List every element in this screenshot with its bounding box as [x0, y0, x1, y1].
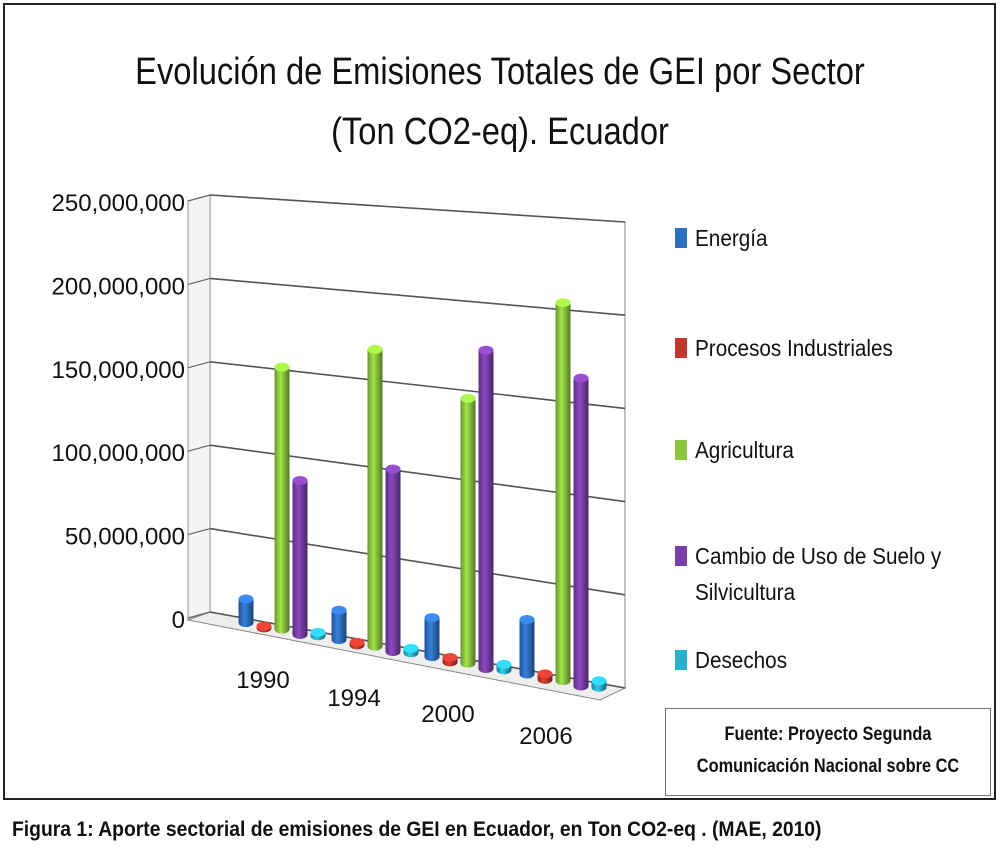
source-line1: Fuente: Proyecto Segunda	[724, 724, 932, 745]
bar-top	[537, 669, 553, 679]
bar-top	[573, 373, 589, 383]
bar-cambio-de-uso-de-suelo-y-silvicultura-2006	[573, 373, 589, 691]
legend-item: Cambio de Uso de Suelo y Silvicultura	[675, 538, 985, 610]
bar-procesos-industriales-2000	[442, 652, 458, 667]
bar-top	[555, 298, 571, 308]
bar-body	[573, 378, 589, 691]
legend-item: Procesos Industriales	[675, 330, 985, 366]
bar-agricultura-2000	[460, 393, 476, 668]
bar-cambio-de-uso-de-suelo-y-silvicultura-1994	[385, 464, 401, 657]
bar-top	[403, 643, 419, 653]
bar-agricultura-1990	[274, 362, 290, 634]
bar-energ-a-2006	[519, 615, 535, 679]
bar-top	[310, 627, 326, 637]
bar-desechos-2006	[591, 676, 607, 692]
gridline	[209, 194, 626, 223]
y-tick-label: 200,000,000	[52, 273, 185, 300]
bar-body	[555, 302, 571, 686]
legend-label: Cambio de Uso de Suelo y Silvicultura	[695, 543, 942, 605]
source-note: Fuente: Proyecto Segunda Comunicación Na…	[665, 708, 991, 796]
bar-energ-a-1994	[331, 605, 347, 645]
legend-label: Agricultura	[695, 437, 794, 463]
y-tick-label: 250,000,000	[52, 190, 185, 217]
legend-item: Desechos	[675, 642, 985, 678]
bar-energ-a-1990	[238, 594, 254, 628]
y-tick-label: 0	[172, 607, 185, 634]
bar-energ-a-2000	[424, 613, 440, 662]
bar-body	[460, 398, 476, 668]
figure-caption: Figura 1: Aporte sectorial de emisiones …	[12, 818, 822, 841]
gridline-side	[187, 194, 211, 202]
legend-item: Agricultura	[675, 432, 985, 468]
x-tick-label: 2000	[421, 701, 474, 728]
x-tick-label: 1994	[327, 685, 380, 712]
bar-procesos-industriales-1994	[349, 637, 365, 650]
y-tick-label: 100,000,000	[52, 440, 185, 467]
bar-top	[274, 362, 290, 372]
bar-body	[367, 349, 383, 651]
legend-swatch	[675, 650, 687, 670]
bar-top	[460, 393, 476, 403]
bar-top	[442, 652, 458, 662]
bar-agricultura-2006	[555, 298, 571, 686]
bar-body	[292, 480, 308, 639]
gridline-side	[187, 444, 211, 452]
legend-swatch	[675, 440, 687, 460]
bar-body	[274, 367, 290, 634]
gridline-side	[187, 277, 211, 285]
bar-body	[385, 469, 401, 657]
legend-label: Desechos	[695, 647, 788, 673]
legend-label: Energía	[695, 225, 768, 251]
gridline-side	[187, 361, 211, 369]
bar-cambio-de-uso-de-suelo-y-silvicultura-1990	[292, 476, 308, 639]
bar-top	[292, 476, 308, 486]
bar-desechos-2000	[496, 659, 512, 675]
bar-body	[331, 610, 347, 645]
x-tick-label: 1990	[236, 667, 289, 694]
bar-top	[478, 345, 494, 355]
bar-top	[331, 605, 347, 615]
x-tick-label: 2006	[519, 723, 572, 750]
chart-title: Evolución de Emisiones Totales de GEI po…	[70, 42, 930, 162]
bar-top	[256, 621, 272, 631]
bar-top	[519, 615, 535, 625]
chart-title-line1: Evolución de Emisiones Totales de GEI po…	[135, 51, 865, 93]
gridline-side	[187, 528, 211, 536]
bar-procesos-industriales-2006	[537, 669, 553, 684]
bar-top	[238, 594, 254, 604]
y-tick-label: 150,000,000	[52, 357, 185, 384]
bar-top	[591, 676, 607, 686]
legend-item: Energía	[675, 220, 985, 256]
y-tick-label: 50,000,000	[65, 524, 185, 551]
bar-top	[367, 344, 383, 354]
bar-cambio-de-uso-de-suelo-y-silvicultura-2000	[478, 345, 494, 674]
legend-swatch	[675, 338, 687, 358]
gridline-side	[187, 611, 211, 619]
bar-top	[424, 613, 440, 623]
bar-body	[519, 619, 535, 679]
source-line2: Comunicación Nacional sobre CC	[696, 756, 960, 777]
bar-desechos-1990	[310, 627, 326, 641]
bar-top	[385, 464, 401, 474]
plot-side-wall	[187, 194, 211, 621]
chart-title-line2: (Ton CO2-eq). Ecuador	[331, 111, 669, 153]
bar-body	[424, 617, 440, 662]
bar-body	[238, 599, 254, 628]
legend-label: Procesos Industriales	[695, 335, 893, 361]
bar-body	[478, 350, 494, 674]
bar-top	[349, 637, 365, 647]
bar-desechos-1994	[403, 643, 419, 658]
legend-swatch	[675, 546, 687, 566]
bar-agricultura-1994	[367, 344, 383, 651]
bar-top	[496, 659, 512, 669]
legend-swatch	[675, 228, 687, 248]
bar-procesos-industriales-1990	[256, 621, 272, 633]
